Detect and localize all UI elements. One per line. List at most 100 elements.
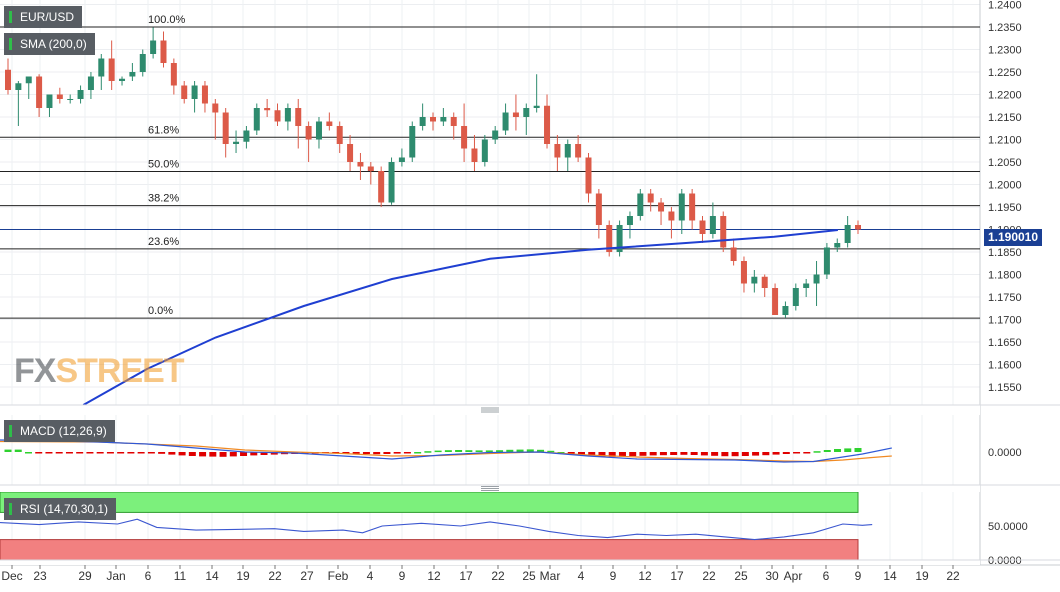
y-tick-label: 1.2050 [988, 157, 1022, 169]
macd-histogram-bar [772, 452, 780, 455]
candle-body [492, 130, 499, 140]
macd-histogram-bar [55, 452, 63, 454]
candle-body [295, 108, 302, 126]
candle-body [616, 225, 623, 252]
x-tick-label: 19 [236, 569, 250, 583]
macd-histogram-bar [854, 448, 862, 452]
macd-histogram-bar [649, 452, 657, 456]
y-tick-label: 1.1700 [988, 315, 1022, 327]
logo-street: STREET [55, 352, 184, 390]
candle-body [575, 144, 582, 158]
candle-body [481, 139, 488, 162]
macd-histogram-bar [465, 450, 473, 452]
macd-histogram-bar [670, 452, 678, 455]
macd-histogram-bar [362, 452, 370, 454]
macd-panel: 0.0000 [0, 439, 1022, 463]
candle-body [761, 276, 768, 288]
x-tick-label: 6 [823, 569, 830, 583]
x-tick-label: 4 [367, 569, 374, 583]
macd-histogram-bar [393, 452, 401, 454]
candle-body [212, 103, 219, 113]
x-tick-label: 22 [702, 569, 716, 583]
macd-histogram-bar [455, 450, 463, 452]
panel-gap [0, 560, 980, 565]
symbol-badge[interactable]: EUR/USD [4, 6, 83, 28]
candle-body [803, 283, 810, 288]
rsi-tick-label: 50.0000 [988, 521, 1028, 533]
y-tick-label: 1.1950 [988, 202, 1022, 214]
fxstreet-logo: FXSTREET [14, 352, 185, 391]
macd-histogram-bar [424, 451, 432, 453]
candle-body [25, 76, 32, 84]
candle-body [67, 99, 74, 100]
macd-histogram-bar [147, 452, 155, 454]
macd-histogram-bar [106, 452, 114, 454]
x-tick-label: Jan [106, 569, 125, 583]
x-tick-label: 9 [610, 569, 617, 583]
candle-body [367, 166, 374, 171]
macd-histogram-bar [434, 450, 442, 453]
macd-histogram-bar [270, 452, 278, 455]
candle-body [233, 141, 240, 144]
x-tick-label: 6 [145, 569, 152, 583]
macd-histogram-bar [475, 450, 483, 452]
panel-dividers [0, 404, 1060, 565]
symbol-label: EUR/USD [20, 10, 75, 24]
x-tick-label: 4 [578, 569, 585, 583]
macd-histogram-bar [618, 452, 626, 457]
candle-body [523, 108, 530, 117]
candle-body [191, 85, 198, 99]
macd-histogram-bar [158, 452, 166, 454]
x-tick-label: 23 [33, 569, 47, 583]
macd-histogram-bar [260, 452, 268, 455]
macd-histogram-bar [659, 452, 667, 456]
rsi-badge[interactable]: RSI (14,70,30,1) [4, 498, 117, 520]
macd-histogram-bar [414, 452, 422, 454]
candle-body [305, 126, 312, 140]
candle-body [720, 216, 727, 248]
macd-histogram-bar [496, 450, 504, 452]
candle-body [108, 58, 115, 81]
candle-body [554, 144, 561, 158]
candle-body [471, 148, 478, 162]
y-tick-label: 1.1800 [988, 270, 1022, 282]
y-tick-label: 1.1850 [988, 247, 1022, 259]
macd-histogram-bar [373, 452, 381, 455]
candle-body [378, 171, 385, 203]
macd-histogram-bar [219, 452, 227, 457]
candle-body [357, 162, 364, 167]
candle-body [658, 202, 665, 212]
macd-histogram-bar [741, 452, 749, 456]
macd-histogram-bar [250, 452, 258, 456]
macd-histogram-bar [35, 452, 43, 454]
x-tick-label: 27 [300, 569, 314, 583]
x-tick-label: 29 [78, 569, 92, 583]
rsi-label: RSI (14,70,30,1) [20, 502, 109, 516]
macd-histogram-bar [199, 452, 207, 457]
candle-body [533, 105, 540, 108]
macd-histogram-bar [803, 452, 811, 454]
sma-badge[interactable]: SMA (200,0) [4, 33, 95, 55]
candle-body [606, 225, 613, 252]
fib-label: 0.0% [148, 305, 173, 317]
x-tick-label: 12 [427, 569, 441, 583]
rsi-panel: 50.0000 0.0000 [0, 491, 1028, 567]
candle-body [398, 157, 405, 162]
macd-badge[interactable]: MACD (12,26,9) [4, 420, 115, 442]
macd-histogram-bar [680, 452, 688, 455]
macd-histogram-bar [516, 449, 524, 452]
macd-histogram-bar [14, 449, 22, 452]
candle-body [751, 276, 758, 284]
macd-histogram-bar [352, 452, 360, 454]
rsi-overbought-zone [0, 491, 859, 513]
candle-body [150, 40, 157, 54]
candle-body [461, 126, 468, 149]
y-axis: 1.2400 1.2350 1.2300 1.2250 1.2200 1.2150 1.21… [988, 0, 1022, 394]
y-tick-label: 1.2000 [988, 180, 1022, 192]
fib-label: 38.2% [148, 193, 179, 205]
y-tick-label: 1.1750 [988, 292, 1022, 304]
candle-body [419, 117, 426, 126]
x-tick-label: 17 [459, 569, 473, 583]
candle-body [855, 225, 861, 230]
